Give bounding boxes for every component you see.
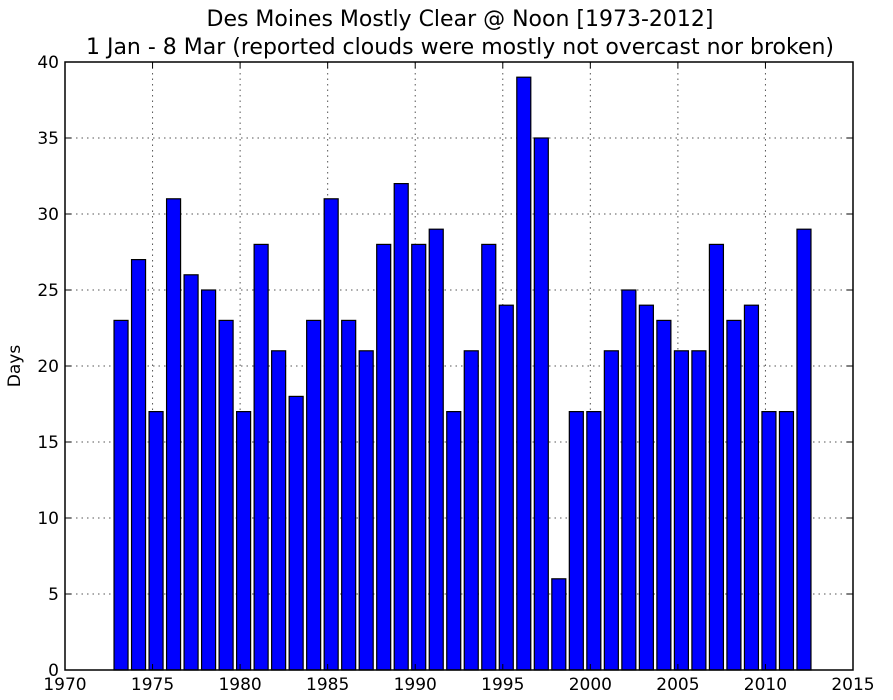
bar-1984: [306, 319, 322, 671]
bar-2007: [708, 243, 725, 671]
y-tick-label: 15: [37, 433, 59, 453]
bar-1991: [428, 228, 444, 671]
bar-1998: [551, 578, 567, 671]
bar-2005: [673, 350, 689, 671]
y-axis-label: Days: [5, 345, 25, 388]
bar-1978: [200, 289, 217, 671]
bar-2009: [743, 304, 760, 671]
bar-1994: [481, 243, 497, 671]
y-tick-label: 35: [37, 129, 59, 149]
bar-1974: [130, 259, 147, 671]
bar-1976: [165, 198, 182, 671]
bar-1993: [463, 350, 479, 671]
bar-1999: [568, 411, 584, 671]
bar-2003: [638, 304, 654, 671]
bar-1981: [253, 243, 269, 671]
bar-1989: [393, 183, 409, 671]
bar-1992: [446, 411, 462, 671]
bar-2008: [726, 319, 742, 671]
bar-2002: [621, 289, 637, 671]
y-tick-label: 25: [37, 281, 59, 301]
bar-1973: [113, 319, 129, 671]
chart-title: Des Moines Mostly Clear @ Noon [1973-201…: [207, 7, 714, 32]
x-tick-label: 1975: [131, 675, 174, 695]
bar-1987: [358, 350, 374, 671]
x-tick-label: 2000: [569, 675, 612, 695]
bar-2001: [603, 350, 619, 671]
x-tick-label: 1970: [43, 675, 86, 695]
bar-2004: [656, 319, 672, 671]
bar-1996: [516, 76, 532, 671]
y-tick-label: 30: [37, 205, 59, 225]
bar-2000: [586, 411, 602, 671]
x-tick-label: 1995: [481, 675, 524, 695]
bar-1977: [183, 274, 199, 671]
bar-1988: [376, 243, 392, 671]
bar-1975: [148, 411, 164, 671]
x-tick-label: 1990: [394, 675, 437, 695]
bar-1983: [288, 395, 304, 671]
chart-subtitle: 1 Jan - 8 Mar (reported clouds were most…: [86, 35, 834, 60]
bar-1990: [411, 243, 427, 671]
bar-2012: [796, 228, 812, 671]
axis-ticks: 1970 1975 1980 1985 1990 1995 2000 2005 2010 2015…: [37, 53, 874, 695]
y-tick-label: 0: [48, 661, 59, 681]
y-tick-label: 40: [37, 53, 59, 73]
bar-1986: [341, 319, 357, 671]
y-tick-label: 10: [37, 509, 59, 529]
x-tick-label: 2010: [744, 675, 787, 695]
x-tick-label: 1980: [218, 675, 261, 695]
bar-1980: [236, 411, 252, 671]
x-tick-label: 2005: [656, 675, 699, 695]
bar-2010: [761, 411, 777, 671]
bar-1985: [323, 198, 339, 671]
bar-2011: [778, 411, 795, 671]
bars-group: [113, 76, 812, 671]
bar-1982: [271, 350, 287, 671]
y-tick-label: 20: [37, 357, 59, 377]
bar-1979: [218, 319, 234, 671]
y-tick-label: 5: [48, 585, 59, 605]
x-tick-label: 1985: [306, 675, 349, 695]
bar-1995: [498, 304, 514, 671]
bar-2006: [691, 350, 707, 671]
bar-1997: [533, 137, 549, 671]
x-tick-label: 2015: [831, 675, 874, 695]
